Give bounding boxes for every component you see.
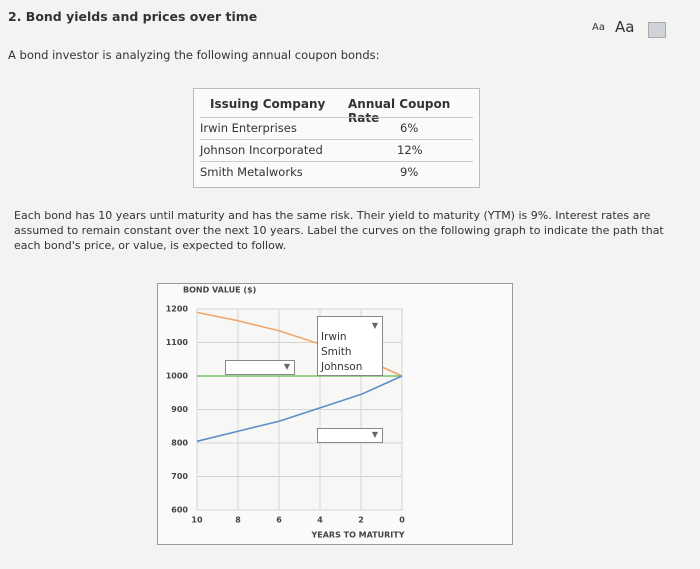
dropdown-option[interactable]: Irwin [321,331,347,343]
x-tick-label: 4 [317,516,323,525]
intro: A bond investor is analyzing the followi… [8,48,380,62]
y-tick-label: 1100 [166,338,189,347]
dropdown-option[interactable]: Smith [321,346,352,358]
table-row: Irwin Enterprises 6% [200,117,473,138]
x-tick-label: 0 [399,516,405,525]
cell: 9% [400,165,419,179]
x-tick-label: 2 [358,516,364,525]
y-tick-label: 1000 [166,372,189,381]
dropdown-open[interactable]: ▼ Irwin Smith Johnson [317,316,383,376]
cell: Johnson Incorporated [200,143,323,157]
cell: 6% [400,121,419,135]
y-tick-label: 1200 [166,305,189,314]
x-tick-label: 10 [191,516,203,525]
x-tick-label: 6 [276,516,282,525]
x-axis-label: YEARS TO MATURITY [310,531,404,540]
bond-table: Issuing Company Annual Coupon Rate Irwin… [193,88,480,188]
column-header: Annual Coupon Rate [348,97,451,125]
dropdown[interactable]: ▼ [225,360,295,375]
table-row: Johnson Incorporated 12% [200,139,473,160]
font-button[interactable]: Aa [592,22,605,33]
table-row: Smith Metalworks 9% [200,161,473,182]
y-tick-label: 600 [171,506,188,515]
cell: Irwin Enterprises [200,121,297,135]
y-tick-label: 900 [171,405,188,414]
title: 2. Bond yields and prices over time [8,9,258,24]
line [196,375,403,443]
dropdown-option[interactable]: Johnson [321,361,363,373]
font-button[interactable]: Aa [615,18,635,36]
settings-icon[interactable] [648,22,666,38]
y-tick-label: 800 [171,439,188,448]
y-tick-label: 700 [171,472,188,481]
column-header: Issuing Company [210,97,326,111]
cell: Smith Metalworks [200,165,303,179]
x-tick-label: 8 [235,516,241,525]
paragraph: Each bond has 10 years until maturity an… [14,209,664,252]
cell: 12% [397,143,423,157]
dropdown[interactable]: ▼ [317,428,383,443]
y-axis-label: BOND VALUE ($) [183,286,256,295]
